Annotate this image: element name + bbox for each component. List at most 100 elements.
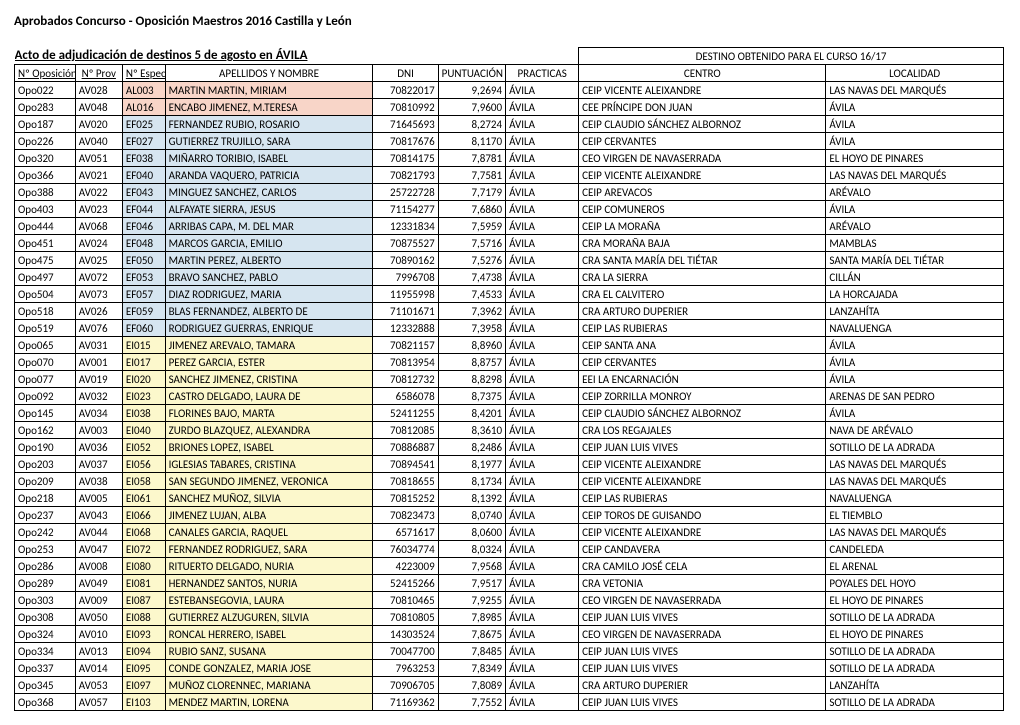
cell: ÁVILA [506, 541, 579, 558]
cell: CANALES GARCIA, RAQUEL [165, 524, 373, 541]
cell: LAS NAVAS DEL MARQUÉS [826, 473, 1004, 490]
cell: EF060 [122, 320, 165, 337]
table-row: Opo286AV008EI080RITUERTO DELGADO, NURIA4… [15, 558, 1004, 575]
cell: MINGUEZ SANCHEZ, CARLOS [165, 184, 373, 201]
cell: EI017 [122, 354, 165, 371]
cell: 70821793 [373, 167, 438, 184]
cell: LANZAHÍTA [826, 303, 1004, 320]
cell: 7,8985 [438, 609, 505, 626]
cell: Opo368 [15, 694, 76, 711]
cell: Opo518 [15, 303, 76, 320]
cell: 7,9568 [438, 558, 505, 575]
cell: AV003 [75, 422, 122, 439]
cell: ÁVILA [506, 286, 579, 303]
cell: AV023 [75, 201, 122, 218]
table-row: Opo324AV010EI093RONCAL HERRERO, ISABEL14… [15, 626, 1004, 643]
cell: CEIP VICENTE ALEIXANDRE [579, 167, 826, 184]
cell: 70810992 [373, 99, 438, 116]
cell: NAVA DE ARÉVALO [826, 422, 1004, 439]
cell: 70813954 [373, 354, 438, 371]
cell: MARCOS GARCIA, EMILIO [165, 235, 373, 252]
cell: CRA SANTA MARÍA DEL TIÉTAR [579, 252, 826, 269]
cell: CEIP LAS RUBIERAS [579, 490, 826, 507]
cell: CEIP AREVACOS [579, 184, 826, 201]
cell: AV024 [75, 235, 122, 252]
cell: 8,4201 [438, 405, 505, 422]
cell: CEIP JUAN LUIS VIVES [579, 643, 826, 660]
cell: Opo218 [15, 490, 76, 507]
cell: CASTRO DELGADO, LAURA DE [165, 388, 373, 405]
cell: AV028 [75, 82, 122, 99]
cell: AL016 [122, 99, 165, 116]
cell: AV010 [75, 626, 122, 643]
th-puntuacion: PUNTUACIÓN [438, 65, 505, 82]
th-prov: Nº Prov [75, 65, 122, 82]
cell: RUBIO SANZ, SUSANA [165, 643, 373, 660]
cell: SAN SEGUNDO JIMENEZ, VERONICA [165, 473, 373, 490]
cell: AV048 [75, 99, 122, 116]
cell: CONDE GONZALEZ, MARIA JOSE [165, 660, 373, 677]
cell: ÁVILA [506, 507, 579, 524]
cell: 9,2694 [438, 82, 505, 99]
cell: ÁVILA [506, 269, 579, 286]
cell: FERNANDEZ RODRIGUEZ, SARA [165, 541, 373, 558]
cell: 8,8298 [438, 371, 505, 388]
cell: ARENAS DE SAN PEDRO [826, 388, 1004, 405]
cell: 71101671 [373, 303, 438, 320]
cell: ARANDA VAQUERO, PATRICIA [165, 167, 373, 184]
cell: CEIP LAS RUBIERAS [579, 320, 826, 337]
cell: CEIP COMUNEROS [579, 201, 826, 218]
cell: AV068 [75, 218, 122, 235]
cell: ÁVILA [506, 303, 579, 320]
cell: CEIP VICENTE ALEIXANDRE [579, 82, 826, 99]
table-row: Opo022AV028AL003MARTIN MARTIN, MIRIAM708… [15, 82, 1004, 99]
cell: 11955998 [373, 286, 438, 303]
cell: Opo203 [15, 456, 76, 473]
cell: AV036 [75, 439, 122, 456]
cell: AV008 [75, 558, 122, 575]
cell: AV020 [75, 116, 122, 133]
cell: RITUERTO DELGADO, NURIA [165, 558, 373, 575]
cell: CEIP VICENTE ALEIXANDRE [579, 456, 826, 473]
cell: ÁVILA [506, 99, 579, 116]
cell: CRA EL CALVITERO [579, 286, 826, 303]
cell: 8,1977 [438, 456, 505, 473]
cell: EI081 [122, 575, 165, 592]
cell: EL TIEMBLO [826, 507, 1004, 524]
cell: Opo187 [15, 116, 76, 133]
cell: AV037 [75, 456, 122, 473]
cell: EI020 [122, 371, 165, 388]
cell: CEIP CLAUDIO SÁNCHEZ ALBORNOZ [579, 405, 826, 422]
cell: 6571617 [373, 524, 438, 541]
cell: CEIP JUAN LUIS VIVES [579, 694, 826, 711]
cell: AV031 [75, 337, 122, 354]
cell: ÁVILA [506, 371, 579, 388]
cell: Opo162 [15, 422, 76, 439]
cell: AV043 [75, 507, 122, 524]
header-row: Nº Oposición Nº Prov Nº Espec APELLIDOS … [15, 65, 1004, 82]
cell: AV032 [75, 388, 122, 405]
cell: CEIP LA MORAÑA [579, 218, 826, 235]
cell: 52415266 [373, 575, 438, 592]
cell: AV047 [75, 541, 122, 558]
cell: ÁVILA [506, 116, 579, 133]
cell: PEREZ GARCIA, ESTER [165, 354, 373, 371]
cell: 8,0600 [438, 524, 505, 541]
cell: NAVALUENGA [826, 490, 1004, 507]
cell: ÁVILA [506, 626, 579, 643]
cell: AV076 [75, 320, 122, 337]
cell: Opo345 [15, 677, 76, 694]
cell: Opo242 [15, 524, 76, 541]
table-row: Opo308AV050EI088GUTIERREZ ALZUGUREN, SIL… [15, 609, 1004, 626]
cell: SOTILLO DE LA ADRADA [826, 609, 1004, 626]
cell: AV038 [75, 473, 122, 490]
subtitle: Acto de adjudicación de destinos 5 de ag… [15, 48, 579, 65]
cell: Opo022 [15, 82, 76, 99]
cell: Opo308 [15, 609, 76, 626]
cell: 8,3610 [438, 422, 505, 439]
cell: Opo334 [15, 643, 76, 660]
cell: EF043 [122, 184, 165, 201]
cell: 70810465 [373, 592, 438, 609]
cell: EI023 [122, 388, 165, 405]
table-row: Opo283AV048AL016ENCABO JIMENEZ, M.TERESA… [15, 99, 1004, 116]
